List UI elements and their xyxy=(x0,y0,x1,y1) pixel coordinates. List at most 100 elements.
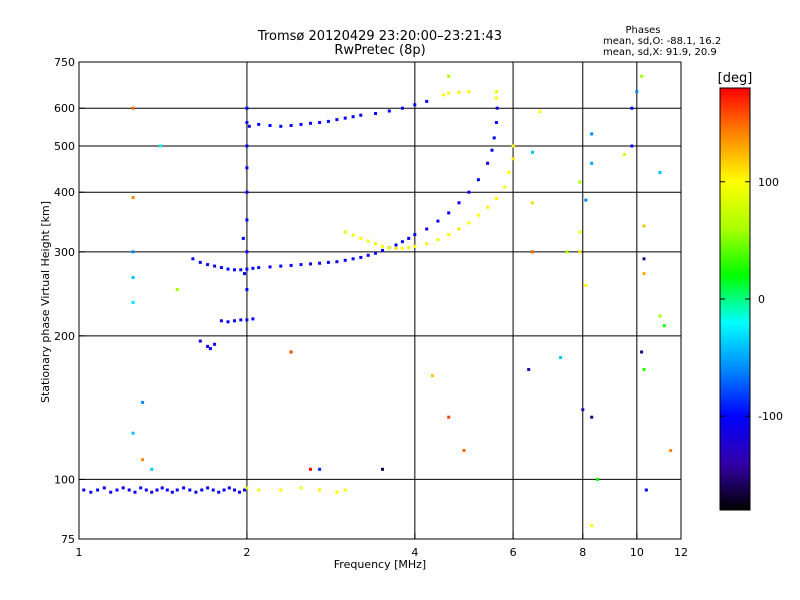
data-point xyxy=(150,490,154,494)
data-point xyxy=(245,267,249,271)
data-point xyxy=(642,257,646,261)
y-tick-label: 400 xyxy=(54,186,75,199)
data-point xyxy=(374,112,377,115)
chart-title: Tromsø 20120429 23:20:00–23:21:43 xyxy=(257,29,502,44)
data-point xyxy=(590,132,594,136)
data-point xyxy=(251,317,255,321)
data-point xyxy=(467,221,471,225)
data-point xyxy=(233,319,236,323)
data-point xyxy=(243,488,246,492)
data-point xyxy=(374,242,377,246)
data-point xyxy=(374,251,377,255)
data-point xyxy=(531,150,534,154)
data-point xyxy=(584,198,588,202)
data-point xyxy=(642,224,646,228)
data-point xyxy=(245,190,249,194)
data-point xyxy=(467,190,471,194)
data-point xyxy=(115,488,119,492)
data-point xyxy=(590,415,594,419)
data-point xyxy=(630,106,634,110)
data-point xyxy=(217,490,221,494)
data-point xyxy=(400,240,404,244)
data-point xyxy=(490,148,494,152)
data-point xyxy=(635,90,639,94)
data-point xyxy=(131,276,135,279)
data-point xyxy=(351,115,355,119)
data-point xyxy=(219,266,223,270)
data-point xyxy=(430,374,434,378)
data-point xyxy=(139,486,143,490)
data-point xyxy=(279,124,283,128)
data-point xyxy=(394,243,398,247)
data-point xyxy=(89,490,93,494)
data-point xyxy=(200,488,204,492)
data-point xyxy=(447,415,451,419)
data-point xyxy=(245,218,249,222)
data-point xyxy=(194,490,198,494)
data-point xyxy=(413,244,417,248)
data-point xyxy=(538,110,542,114)
data-point xyxy=(191,257,195,261)
y-tick-label: 300 xyxy=(54,246,75,259)
data-point xyxy=(206,486,210,490)
data-point xyxy=(507,171,511,174)
data-point xyxy=(457,201,461,205)
data-point xyxy=(299,486,303,490)
data-point xyxy=(640,350,644,354)
data-point xyxy=(188,488,192,492)
data-point xyxy=(407,236,411,240)
data-point xyxy=(245,121,249,124)
data-point xyxy=(486,161,490,165)
data-point xyxy=(511,144,515,148)
data-point xyxy=(425,227,429,231)
data-point xyxy=(447,74,451,78)
data-point xyxy=(413,103,417,107)
data-point xyxy=(159,144,162,148)
data-point xyxy=(318,121,322,124)
data-point xyxy=(102,486,106,490)
data-point xyxy=(425,99,429,103)
data-point xyxy=(318,488,322,492)
data-point xyxy=(596,477,599,481)
y-tick-label: 200 xyxy=(54,330,75,343)
data-point xyxy=(226,267,230,271)
data-point xyxy=(233,268,236,272)
data-point xyxy=(238,490,241,494)
data-point xyxy=(462,449,466,452)
data-point xyxy=(578,250,582,254)
data-point xyxy=(279,264,283,268)
data-point xyxy=(476,178,480,182)
data-point xyxy=(658,314,662,318)
data-point xyxy=(492,136,496,140)
data-point xyxy=(381,248,384,252)
data-point xyxy=(578,180,582,184)
x-tick-label: 10 xyxy=(630,546,644,559)
data-point xyxy=(335,490,339,494)
data-point xyxy=(669,449,673,452)
data-point xyxy=(206,344,210,348)
x-tick-label: 2 xyxy=(243,546,250,559)
data-point xyxy=(131,250,135,254)
data-point xyxy=(170,490,174,494)
x-tick-label: 12 xyxy=(674,546,688,559)
plot-area xyxy=(79,62,681,539)
data-point xyxy=(289,263,293,267)
data-point xyxy=(495,106,499,110)
data-point xyxy=(343,488,347,492)
data-point xyxy=(457,227,461,231)
data-point xyxy=(268,265,272,269)
data-point xyxy=(531,201,534,205)
x-tick-label: 1 xyxy=(76,546,83,559)
data-point xyxy=(436,238,440,242)
phases-o-stats: mean, sd,O: -88.1, 16.2 xyxy=(603,36,721,47)
x-axis-label: Frequency [MHz] xyxy=(334,558,426,571)
data-point xyxy=(387,109,391,113)
data-point xyxy=(662,324,666,328)
data-point xyxy=(467,90,471,94)
data-point xyxy=(359,255,363,259)
data-point xyxy=(206,263,210,267)
data-point xyxy=(268,124,272,127)
data-point xyxy=(494,121,498,124)
phases-title: Phases xyxy=(625,25,660,36)
